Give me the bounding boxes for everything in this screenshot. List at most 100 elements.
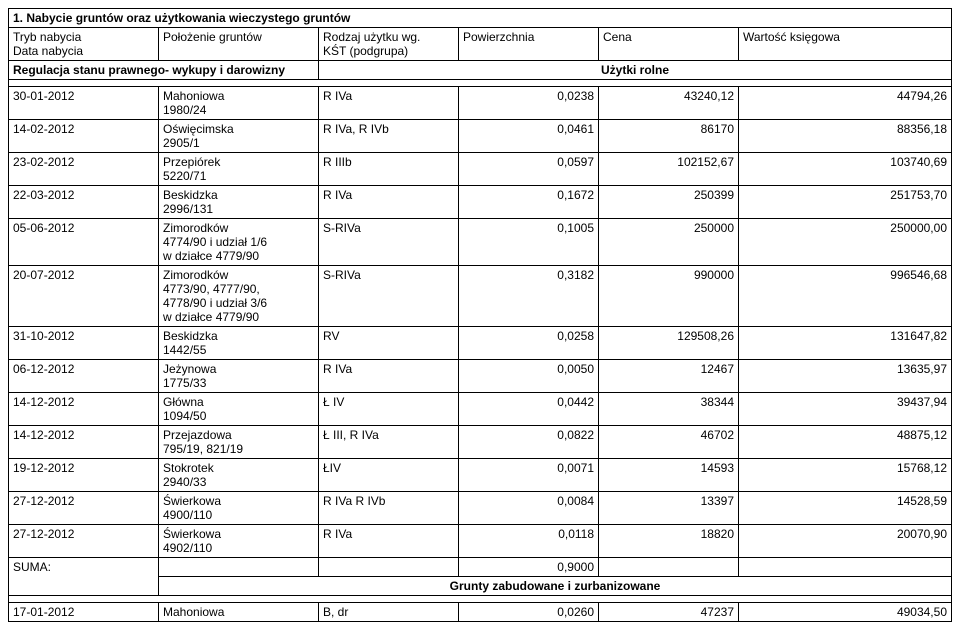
cell-location: Mahoniowa1980/24 (159, 87, 319, 120)
suma-row: SUMA: 0,9000 (9, 558, 952, 577)
cell-location: Główna1094/50 (159, 393, 319, 426)
cell-area: 0,1672 (459, 186, 599, 219)
cell-location: Świerkowa4900/110 (159, 492, 319, 525)
cell-value: 250000,00 (739, 219, 952, 266)
header-location: Położenie gruntów (159, 28, 319, 61)
cell-value: 88356,18 (739, 120, 952, 153)
header-type-2: KŚT (podgrupa) (323, 44, 408, 58)
cell-date: 14-12-2012 (9, 426, 159, 459)
cell-location: Świerkowa4902/110 (159, 525, 319, 558)
cell-location: Zimorodków4774/90 i udział 1/6w działce … (159, 219, 319, 266)
cell-location: Oświęcimska2905/1 (159, 120, 319, 153)
cell-type: B, dr (319, 603, 459, 622)
cell-price: 86170 (599, 120, 739, 153)
table-row: 17-01-2012MahoniowaB, dr0,02604723749034… (9, 603, 952, 622)
cell-value: 15768,12 (739, 459, 952, 492)
header-type: Rodzaj użytku wg. KŚT (podgrupa) (319, 28, 459, 61)
cell-date: 06-12-2012 (9, 360, 159, 393)
cell-value: 131647,82 (739, 327, 952, 360)
cell-type: R IVa (319, 525, 459, 558)
cell-location: Przepiórek5220/71 (159, 153, 319, 186)
cell-date: 14-02-2012 (9, 120, 159, 153)
table-title: 1. Nabycie gruntów oraz użytkowania wiec… (9, 9, 952, 28)
cell-area: 0,0822 (459, 426, 599, 459)
cell-location: Mahoniowa (159, 603, 319, 622)
cell-price: 12467 (599, 360, 739, 393)
header-data: Data nabycia (13, 44, 83, 58)
table-row: 27-12-2012Świerkowa4900/110R IVa R IVb0,… (9, 492, 952, 525)
cell-date: 14-12-2012 (9, 393, 159, 426)
cell-type: R IVa (319, 186, 459, 219)
cell-type: ŁIV (319, 459, 459, 492)
cell-price: 250399 (599, 186, 739, 219)
cell-type: S-RIVa (319, 266, 459, 327)
group1-label: Użytki rolne (319, 61, 952, 80)
cell-location: Przejazdowa795/19, 821/19 (159, 426, 319, 459)
cell-price: 14593 (599, 459, 739, 492)
cell-price: 990000 (599, 266, 739, 327)
cell-date: 27-12-2012 (9, 492, 159, 525)
cell-date: 17-01-2012 (9, 603, 159, 622)
cell-type: Ł III, R IVa (319, 426, 459, 459)
header-type-1: Rodzaj użytku wg. (323, 30, 420, 44)
land-acquisition-table: 1. Nabycie gruntów oraz użytkowania wiec… (8, 8, 952, 622)
cell-value: 13635,97 (739, 360, 952, 393)
spacer-row-2 (9, 596, 952, 603)
cell-value: 39437,94 (739, 393, 952, 426)
table-row: 27-12-2012Świerkowa4902/110R IVa0,011818… (9, 525, 952, 558)
cell-price: 46702 (599, 426, 739, 459)
cell-date: 30-01-2012 (9, 87, 159, 120)
suma-label: SUMA: (9, 558, 159, 596)
cell-area: 0,0084 (459, 492, 599, 525)
cell-area: 0,0442 (459, 393, 599, 426)
table-row: 14-02-2012Oświęcimska2905/1R IVa, R IVb0… (9, 120, 952, 153)
cell-type: R IVa R IVb (319, 492, 459, 525)
cell-value: 49034,50 (739, 603, 952, 622)
regulation-label: Regulacja stanu prawnego- wykupy i darow… (9, 61, 319, 80)
cell-value: 251753,70 (739, 186, 952, 219)
cell-location: Beskidzka1442/55 (159, 327, 319, 360)
header-tryb: Tryb nabycia (13, 30, 81, 44)
cell-type: Ł IV (319, 393, 459, 426)
table-row: 14-12-2012Przejazdowa795/19, 821/19Ł III… (9, 426, 952, 459)
cell-type: RV (319, 327, 459, 360)
cell-area: 0,0461 (459, 120, 599, 153)
cell-value: 103740,69 (739, 153, 952, 186)
cell-area: 0,1005 (459, 219, 599, 266)
table-row: 22-03-2012Beskidzka2996/131R IVa0,167225… (9, 186, 952, 219)
cell-value: 48875,12 (739, 426, 952, 459)
cell-price: 102152,67 (599, 153, 739, 186)
cell-price: 129508,26 (599, 327, 739, 360)
cell-type: R IIIb (319, 153, 459, 186)
cell-value: 20070,90 (739, 525, 952, 558)
header-value: Wartość księgowa (739, 28, 952, 61)
table-row: 31-10-2012Beskidzka1442/55RV0,0258129508… (9, 327, 952, 360)
table-row: 06-12-2012Jeżynowa1775/33R IVa0,00501246… (9, 360, 952, 393)
table-row: 19-12-2012Stokrotek2940/33ŁIV0,007114593… (9, 459, 952, 492)
cell-area: 0,0050 (459, 360, 599, 393)
cell-type: R IVa (319, 87, 459, 120)
table-row: 23-02-2012Przepiórek5220/71R IIIb0,05971… (9, 153, 952, 186)
cell-area: 0,0597 (459, 153, 599, 186)
cell-area: 0,0238 (459, 87, 599, 120)
cell-date: 27-12-2012 (9, 525, 159, 558)
header-tryb-data: Tryb nabycia Data nabycia (9, 28, 159, 61)
cell-area: 0,0118 (459, 525, 599, 558)
cell-price: 38344 (599, 393, 739, 426)
table-row: 14-12-2012Główna1094/50Ł IV0,04423834439… (9, 393, 952, 426)
cell-date: 22-03-2012 (9, 186, 159, 219)
cell-area: 0,0260 (459, 603, 599, 622)
cell-location: Zimorodków4773/90, 4777/90,4778/90 i udz… (159, 266, 319, 327)
header-area: Powierzchnia (459, 28, 599, 61)
cell-area: 0,0071 (459, 459, 599, 492)
cell-price: 18820 (599, 525, 739, 558)
cell-price: 43240,12 (599, 87, 739, 120)
cell-area: 0,3182 (459, 266, 599, 327)
cell-type: S-RIVa (319, 219, 459, 266)
regulation-row: Regulacja stanu prawnego- wykupy i darow… (9, 61, 952, 80)
cell-type: R IVa, R IVb (319, 120, 459, 153)
cell-location: Beskidzka2996/131 (159, 186, 319, 219)
spacer-row (9, 80, 952, 87)
cell-value: 44794,26 (739, 87, 952, 120)
cell-price: 13397 (599, 492, 739, 525)
